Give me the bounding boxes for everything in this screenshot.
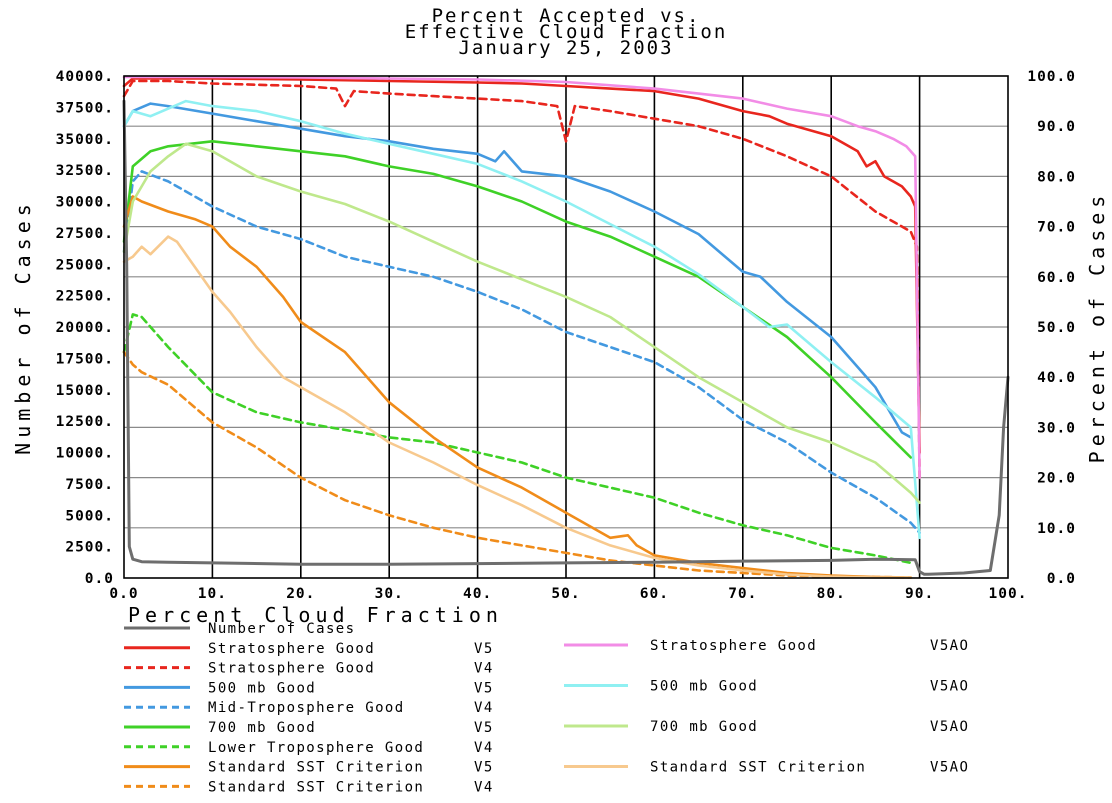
chart-title: Percent Accepted vs.Effective Cloud Frac…	[405, 5, 728, 59]
series-line-8	[122, 350, 913, 579]
y-axis-left-title: Number of Cases	[11, 199, 35, 455]
x-tick-label: 0.0	[109, 586, 138, 602]
x-tick-label: 20.	[286, 586, 315, 602]
legend-label-11: 700 mb Good	[650, 719, 758, 735]
legend-version-1: V5	[474, 641, 494, 657]
legend-version-5: V5	[474, 720, 494, 736]
y-left-tick-label: 20000.	[56, 320, 114, 336]
legend-version-8: V4	[474, 779, 494, 795]
y-left-tick-label: 30000.	[56, 195, 114, 211]
series-line-4	[122, 170, 921, 535]
y-right-tick-label: 0.0	[1047, 571, 1076, 587]
y-left-tick-label: 40000.	[56, 69, 114, 85]
legend-label-2: Stratosphere Good	[208, 661, 375, 677]
y-right-tick-label: 20.0	[1037, 471, 1076, 487]
y-right-tick-label: 80.0	[1037, 169, 1076, 185]
x-axis-title: Percent Cloud Fraction	[128, 603, 503, 627]
plot-frame	[123, 75, 1009, 579]
legend-label-1: Stratosphere Good	[208, 641, 375, 657]
y-right-tick-label: 70.0	[1037, 220, 1076, 236]
legend-label-4: Mid-Troposphere Good	[208, 700, 405, 716]
y-right-tick-label: 60.0	[1037, 270, 1076, 286]
x-tick-label: 50.	[551, 586, 580, 602]
y-right-tick-label: 40.0	[1037, 370, 1076, 386]
x-tick-label: 70.	[728, 586, 757, 602]
legend-version-11: V5AO	[930, 719, 969, 735]
y-left-tick-label: 37500.	[56, 100, 114, 116]
legend-label-7: Standard SST Criterion	[208, 760, 424, 776]
series-line-7	[122, 195, 913, 579]
series-line-3	[122, 102, 913, 439]
series-line-0	[122, 99, 1010, 576]
legend-version-12: V5AO	[930, 760, 969, 776]
y-left-tick-label: 32500.	[56, 163, 114, 179]
y-right-tick-label: 100.0	[1027, 69, 1076, 85]
x-tick-label: 10.	[198, 586, 227, 602]
legend-version-3: V5	[474, 680, 494, 696]
title-line-3: January 25, 2003	[458, 37, 673, 59]
title-line-2: Effective Cloud Fraction	[405, 21, 728, 43]
y-left-tick-label: 2500.	[65, 540, 114, 556]
legend-version-2: V4	[474, 661, 494, 677]
x-tick-label: 60.	[640, 586, 669, 602]
x-tick-label: 100.	[989, 586, 1028, 602]
y-left-tick-label: 0.0	[85, 571, 114, 587]
legend-version-7: V5	[474, 760, 494, 776]
y-left-tick-label: 17500.	[56, 351, 114, 367]
series-line-10	[122, 99, 921, 540]
y-left-tick-label: 22500.	[56, 289, 114, 305]
legend-label-9: Stratosphere Good	[650, 638, 817, 654]
legend-label-8: Standard SST Criterion	[208, 779, 424, 795]
y-left-tick-label: 25000.	[56, 257, 114, 273]
legend-version-6: V4	[474, 740, 494, 756]
plot-border	[123, 75, 1009, 579]
legend-version-10: V5AO	[930, 679, 969, 695]
series-line-9	[122, 75, 921, 479]
x-tick-label: 30.	[375, 586, 404, 602]
y-left-tick-label: 5000.	[65, 508, 114, 524]
y-left-tick-label: 12500.	[56, 414, 114, 430]
legend-label-5: 700 mb Good	[208, 720, 316, 736]
legend-label-6: Lower Troposphere Good	[208, 740, 424, 756]
legend-label-0: Number of Cases	[208, 621, 355, 637]
series-line-2	[122, 79, 921, 479]
series-lines	[122, 75, 1010, 579]
legend-label-10: 500 mb Good	[650, 679, 758, 695]
y-left-tick-label: 27500.	[56, 226, 114, 242]
series-line-1	[122, 77, 921, 454]
series-line-6	[122, 313, 913, 565]
legend-version-4: V4	[474, 700, 494, 716]
y-axis-right-title: Percent of Cases	[1085, 191, 1109, 464]
y-right-tick-label: 30.0	[1037, 420, 1076, 436]
y-left-tick-label: 35000.	[56, 132, 114, 148]
y-left-tick-label: 10000.	[56, 446, 114, 462]
y-right-tick-label: 90.0	[1037, 119, 1076, 135]
title-line-1: Percent Accepted vs.	[432, 5, 701, 27]
y-right-tick-label: 10.0	[1037, 521, 1076, 537]
x-tick-label: 40.	[463, 586, 492, 602]
series-line-11	[122, 142, 921, 505]
legend-label-3: 500 mb Good	[208, 680, 316, 696]
series-line-12	[122, 235, 913, 579]
legend: Number of Cases Stratosphere Good V5 Strato…	[124, 621, 969, 795]
legend-version-9: V5AO	[930, 638, 969, 654]
tick-labels: 0.0 10. 20. 30. 40. 50. 60. 70. 80. 90. 100. 0.0 250…	[56, 69, 1076, 602]
y-left-tick-label: 7500.	[65, 477, 114, 493]
y-left-tick-label: 15000.	[56, 383, 114, 399]
legend-label-12: Standard SST Criterion	[650, 760, 866, 776]
y-right-tick-label: 50.0	[1037, 320, 1076, 336]
x-tick-label: 80.	[817, 586, 846, 602]
x-tick-label: 90.	[905, 586, 934, 602]
